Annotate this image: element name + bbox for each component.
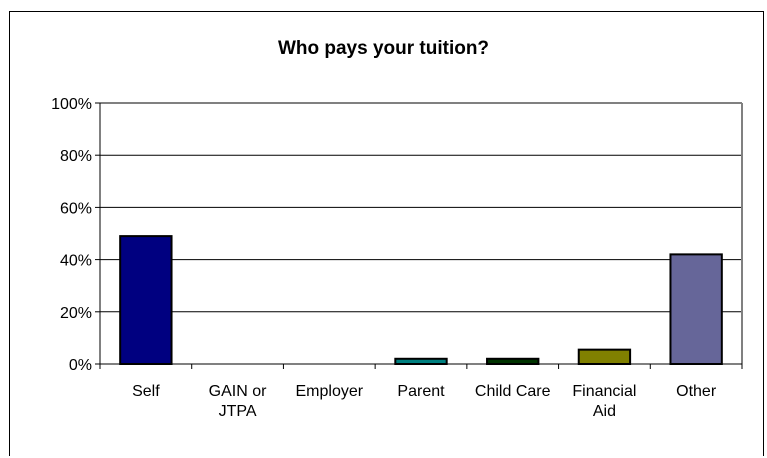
x-tick-label: Aid xyxy=(593,403,616,420)
y-tick-label: 40% xyxy=(60,253,92,270)
x-tick-label: GAIN or xyxy=(209,383,267,400)
x-tick-label: Financial xyxy=(572,383,636,400)
x-tick-label: Other xyxy=(676,383,717,400)
y-tick-label: 60% xyxy=(60,200,92,217)
x-tick-label: Self xyxy=(132,383,160,400)
bar xyxy=(577,348,632,365)
y-tick-label: 20% xyxy=(60,305,92,322)
bar xyxy=(486,357,540,365)
y-tick-label: 0% xyxy=(69,357,92,374)
bar xyxy=(119,235,173,365)
chart-title: Who pays your tuition? xyxy=(277,38,490,59)
bars xyxy=(119,235,723,366)
x-tick-label: Parent xyxy=(397,383,445,400)
axes xyxy=(95,102,743,369)
gridlines xyxy=(100,154,742,313)
x-tick-label: Employer xyxy=(295,383,363,400)
y-tick-label: 80% xyxy=(60,148,92,165)
bar xyxy=(669,253,723,366)
chart-frame xyxy=(9,11,764,456)
bar xyxy=(394,357,448,365)
tick-labels: 0% 20% 40% 60% 80% 100% Self GAIN or JTPA Employe… xyxy=(51,96,717,420)
x-tick-label: Child Care xyxy=(475,383,551,400)
x-tick-label: JTPA xyxy=(219,403,257,420)
y-tick-label: 100% xyxy=(51,96,92,113)
